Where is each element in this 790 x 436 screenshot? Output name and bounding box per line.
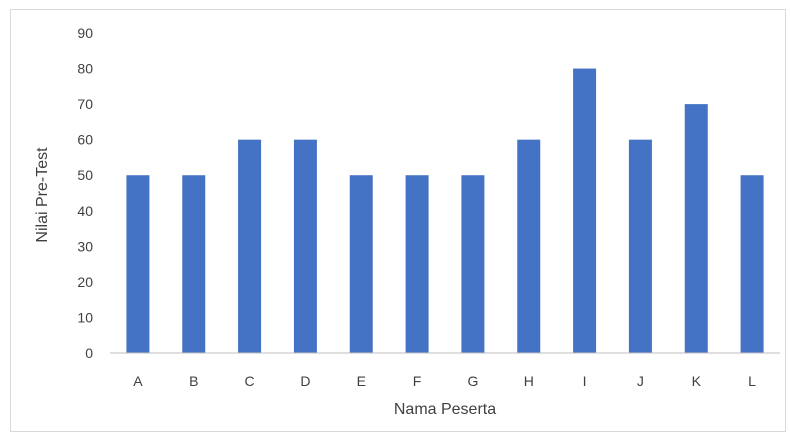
x-tick-label: G [467, 373, 478, 389]
bar-i [573, 68, 597, 354]
bar-k [684, 104, 708, 353]
y-tick-label: 0 [85, 345, 93, 361]
x-tick-label: E [357, 373, 366, 389]
y-axis-ticks: 0 10 20 30 40 50 60 70 80 90 [77, 25, 93, 361]
y-tick-label: 90 [77, 25, 93, 41]
bar-f [405, 175, 429, 353]
x-tick-label: F [413, 373, 422, 389]
y-tick-label: 20 [77, 274, 93, 290]
y-tick-label: 70 [77, 96, 93, 112]
bar-l [740, 175, 764, 353]
bars [126, 68, 764, 354]
bar-e [349, 175, 373, 353]
bar-d [293, 139, 317, 353]
x-tick-label: D [300, 373, 310, 389]
x-tick-label: L [748, 373, 756, 389]
x-tick-label: A [133, 373, 143, 389]
bar-j [628, 139, 652, 353]
x-tick-label: J [637, 373, 644, 389]
y-axis-title: Nilai Pre-Test [34, 147, 51, 243]
y-tick-label: 50 [77, 167, 93, 183]
x-axis-title: Nama Peserta [394, 401, 496, 418]
y-tick-label: 30 [77, 238, 93, 254]
y-tick-label: 60 [77, 132, 93, 148]
x-tick-label: B [189, 373, 198, 389]
bar-b [182, 175, 206, 353]
y-tick-label: 40 [77, 203, 93, 219]
bar-c [238, 139, 262, 353]
bar-h [517, 139, 541, 353]
y-tick-label: 80 [77, 61, 93, 77]
x-tick-label: K [692, 373, 702, 389]
bar-g [461, 175, 485, 353]
x-tick-label: H [524, 373, 534, 389]
y-tick-label: 10 [77, 309, 93, 325]
x-tick-label: I [583, 373, 587, 389]
x-axis-ticks: A B C D E F G H I J K L [133, 373, 756, 389]
x-tick-label: C [245, 373, 255, 389]
bar-a [126, 175, 150, 353]
